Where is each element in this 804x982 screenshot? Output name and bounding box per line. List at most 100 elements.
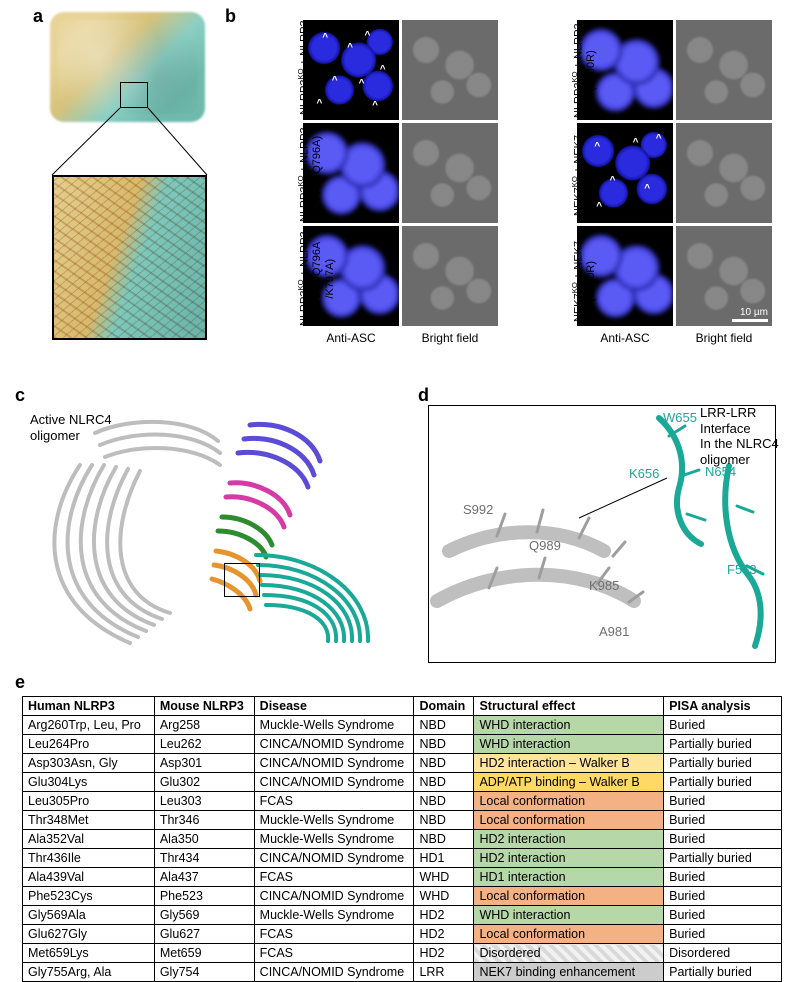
td: HD2	[414, 925, 474, 944]
td: Phe523	[154, 887, 254, 906]
td: WHD	[414, 887, 474, 906]
td: Thr436Ile	[23, 849, 155, 868]
td: Partially buried	[664, 773, 782, 792]
td: NBD	[414, 773, 474, 792]
res-label: F563	[727, 562, 757, 577]
table-row: Arg260Trp, Leu, ProArg258Muckle-Wells Sy…	[23, 716, 782, 735]
res-label: S992	[463, 502, 493, 517]
td: HD2	[414, 906, 474, 925]
td: Muckle-Wells Syndrome	[254, 811, 414, 830]
td: Local conformation	[474, 792, 664, 811]
td: CINCA/NOMID Syndrome	[254, 754, 414, 773]
td: ADP/ATP binding – Walker B	[474, 773, 664, 792]
res-label: Q989	[529, 538, 561, 553]
td: NBD	[414, 735, 474, 754]
col-label: Bright field	[402, 331, 498, 345]
col-label: Anti-ASC	[303, 331, 399, 345]
table-row: Gly569AlaGly569Muckle-Wells SyndromeHD2W…	[23, 906, 782, 925]
row-label: NEK7KO + NEK7(E280R)	[571, 241, 598, 322]
col-label: Anti-ASC	[577, 331, 673, 345]
td: NBD	[414, 754, 474, 773]
td: Disordered	[664, 944, 782, 963]
panel-b-label: b	[225, 6, 236, 27]
th: PISA analysis	[664, 697, 782, 716]
table-row: Met659LysMet659FCASHD2DisorderedDisorder…	[23, 944, 782, 963]
panel-c-box	[224, 563, 260, 597]
td: Thr348Met	[23, 811, 155, 830]
td: HD1	[414, 849, 474, 868]
td: Partially buried	[664, 963, 782, 982]
td: WHD interaction	[474, 716, 664, 735]
res-label: K656	[629, 466, 659, 481]
td: NBD	[414, 830, 474, 849]
th: Domain	[414, 697, 474, 716]
td: Gly754	[154, 963, 254, 982]
td: Local conformation	[474, 925, 664, 944]
table-row: Glu304LysGlu302CINCA/NOMID SyndromeNBDAD…	[23, 773, 782, 792]
td: HD2 interaction – Walker B	[474, 754, 664, 773]
td: Arg260Trp, Leu, Pro	[23, 716, 155, 735]
td: Local conformation	[474, 887, 664, 906]
td: Ala437	[154, 868, 254, 887]
td: Partially buried	[664, 849, 782, 868]
td: LRR	[414, 963, 474, 982]
table-row: Gly755Arg, AlaGly754CINCA/NOMID Syndrome…	[23, 963, 782, 982]
td: HD2 interaction	[474, 830, 664, 849]
th: Disease	[254, 697, 414, 716]
td: Buried	[664, 906, 782, 925]
panel-c-label: c	[15, 385, 25, 406]
td: FCAS	[254, 944, 414, 963]
td: FCAS	[254, 868, 414, 887]
td: Muckle-Wells Syndrome	[254, 830, 414, 849]
td: Buried	[664, 716, 782, 735]
th: Structural effect	[474, 697, 664, 716]
td: Local conformation	[474, 811, 664, 830]
mutation-table: Human NLRP3 Mouse NLRP3 Disease Domain S…	[22, 696, 782, 982]
td: NBD	[414, 811, 474, 830]
td: Leu303	[154, 792, 254, 811]
td: Leu262	[154, 735, 254, 754]
td: CINCA/NOMID Syndrome	[254, 773, 414, 792]
panel-a-zoom-box	[52, 175, 207, 340]
td: Buried	[664, 868, 782, 887]
td: CINCA/NOMID Syndrome	[254, 887, 414, 906]
td: Glu627Gly	[23, 925, 155, 944]
td: NEK7 binding enhancement	[474, 963, 664, 982]
bright-tile	[402, 20, 498, 120]
td: Muckle-Wells Syndrome	[254, 716, 414, 735]
panel-d-label: d	[418, 385, 429, 406]
td: Ala439Val	[23, 868, 155, 887]
table-row: Glu627GlyGlu627FCASHD2Local conformation…	[23, 925, 782, 944]
td: Met659Lys	[23, 944, 155, 963]
panel-b-right-grid: ^^ ^^ ^^ 10 µm	[577, 20, 772, 326]
res-label: K985	[589, 578, 619, 593]
td: Leu264Pro	[23, 735, 155, 754]
row-label: NLRP3KO + NLRP3	[297, 20, 311, 115]
td: Glu627	[154, 925, 254, 944]
td: Gly755Arg, Ala	[23, 963, 155, 982]
bright-tile	[676, 20, 772, 120]
table-row: Thr348MetThr346Muckle-Wells SyndromeNBDL…	[23, 811, 782, 830]
td: Ala352Val	[23, 830, 155, 849]
scale-bar: 10 µm	[732, 307, 768, 322]
table-row: Asp303Asn, GlyAsp301CINCA/NOMID Syndrome…	[23, 754, 782, 773]
row-label: NLRP3KO + NLRP3(S794A/Q796A/K797A)	[297, 231, 337, 326]
td: Glu302	[154, 773, 254, 792]
td: Thr434	[154, 849, 254, 868]
table-row: Ala439ValAla437FCASWHDHD1 interactionBur…	[23, 868, 782, 887]
td: CINCA/NOMID Syndrome	[254, 849, 414, 868]
td: FCAS	[254, 792, 414, 811]
res-label: W655	[663, 410, 697, 425]
td: Arg258	[154, 716, 254, 735]
bright-tile	[402, 123, 498, 223]
fluoro-tile: ^^ ^^ ^^	[577, 123, 673, 223]
bright-tile: 10 µm	[676, 226, 772, 326]
td: WHD	[414, 868, 474, 887]
bright-tile	[676, 123, 772, 223]
bright-tile	[402, 226, 498, 326]
th: Human NLRP3	[23, 697, 155, 716]
td: WHD interaction	[474, 735, 664, 754]
td: Buried	[664, 830, 782, 849]
fluoro-tile: ^^ ^^ ^^ ^^	[303, 20, 399, 120]
row-label: NLRP3KO + NLRP3(E800R)	[571, 23, 598, 118]
